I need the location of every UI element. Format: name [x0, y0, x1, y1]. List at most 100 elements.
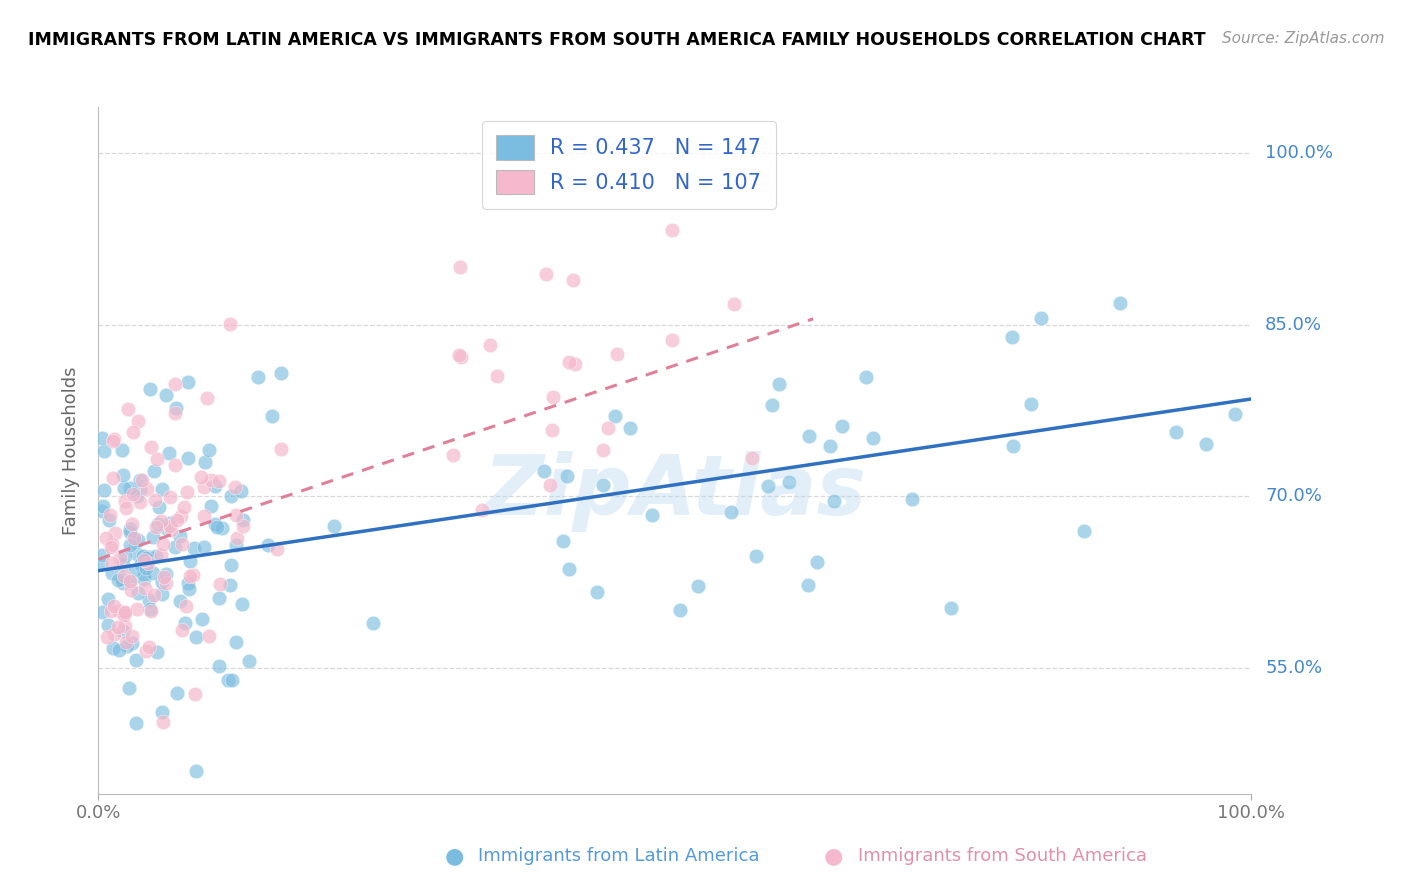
Point [135, 644, 157, 658]
Point [132, 567, 155, 582]
Point [149, 548, 172, 562]
Point [247, 370, 270, 384]
Point [125, 653, 148, 667]
Point [114, 618, 136, 632]
Point [166, 513, 188, 527]
Point [177, 576, 200, 591]
Point [270, 442, 292, 457]
Point [606, 347, 628, 361]
Point [208, 577, 231, 591]
Point [745, 549, 768, 563]
Text: IMMIGRANTS FROM LATIN AMERICA VS IMMIGRANTS FROM SOUTH AMERICA FAMILY HOUSEHOLDS: IMMIGRANTS FROM LATIN AMERICA VS IMMIGRA… [28, 31, 1206, 49]
Point [150, 705, 173, 719]
Point [90, 558, 112, 572]
Point [541, 390, 564, 404]
Point [193, 508, 215, 523]
Point [100, 508, 122, 523]
Point [127, 586, 149, 600]
Point [129, 557, 152, 571]
Point [115, 501, 138, 516]
Point [97, 618, 120, 632]
Point [806, 556, 828, 570]
Point [93, 444, 115, 458]
Point [219, 489, 242, 503]
Point [150, 514, 173, 528]
Point [93, 483, 115, 497]
Point [118, 681, 141, 696]
Point [139, 440, 162, 454]
Point [266, 541, 288, 556]
Point [204, 517, 226, 532]
Point [120, 522, 142, 536]
Point [121, 516, 143, 531]
Point [138, 382, 160, 396]
Point [561, 273, 583, 287]
Point [831, 418, 853, 433]
Point [218, 578, 240, 592]
Point [112, 467, 135, 482]
Point [91, 499, 114, 513]
Point [449, 260, 471, 274]
Point [1001, 329, 1024, 343]
Point [219, 317, 242, 331]
Point [155, 575, 177, 590]
Point [361, 615, 384, 630]
Point [107, 604, 129, 618]
Point [145, 520, 167, 534]
Point [112, 481, 135, 495]
Point [170, 508, 193, 523]
Point [756, 479, 779, 493]
Point [112, 608, 135, 623]
Point [132, 549, 155, 563]
Point [193, 541, 215, 555]
Point [232, 518, 254, 533]
Point [558, 562, 581, 576]
Point [169, 593, 191, 607]
Point [183, 541, 205, 555]
Point [585, 585, 607, 599]
Point [139, 602, 162, 616]
Point [120, 538, 142, 552]
Point [257, 538, 280, 552]
Point [138, 593, 160, 607]
Point [238, 654, 260, 668]
Point [112, 575, 135, 590]
Point [163, 407, 186, 421]
Point [142, 529, 165, 543]
Point [114, 549, 136, 564]
Point [152, 537, 174, 551]
Point [155, 566, 177, 581]
Point [118, 524, 141, 539]
Point [179, 554, 201, 568]
Point [159, 516, 181, 531]
Point [114, 568, 136, 582]
Point [226, 531, 249, 545]
Point [479, 338, 502, 352]
Point [536, 267, 558, 281]
Point [104, 526, 127, 541]
Point [163, 458, 186, 473]
Point [96, 630, 118, 644]
Point [818, 439, 841, 453]
Point [129, 473, 152, 487]
Point [447, 348, 470, 362]
Point [127, 489, 149, 503]
Point [118, 574, 141, 589]
Point [157, 446, 180, 460]
Point [1225, 407, 1247, 421]
Point [1073, 524, 1095, 538]
Point [541, 424, 564, 438]
Point [799, 428, 821, 442]
Point [132, 572, 155, 586]
Text: ●: ● [444, 847, 464, 866]
Point [641, 508, 664, 522]
Point [124, 535, 146, 549]
Point [471, 502, 494, 516]
Point [211, 521, 233, 535]
Point [194, 455, 217, 469]
Point [138, 640, 160, 654]
Text: Source: ZipAtlas.com: Source: ZipAtlas.com [1222, 31, 1385, 46]
Point [128, 495, 150, 509]
Point [142, 566, 165, 580]
Point [450, 351, 472, 365]
